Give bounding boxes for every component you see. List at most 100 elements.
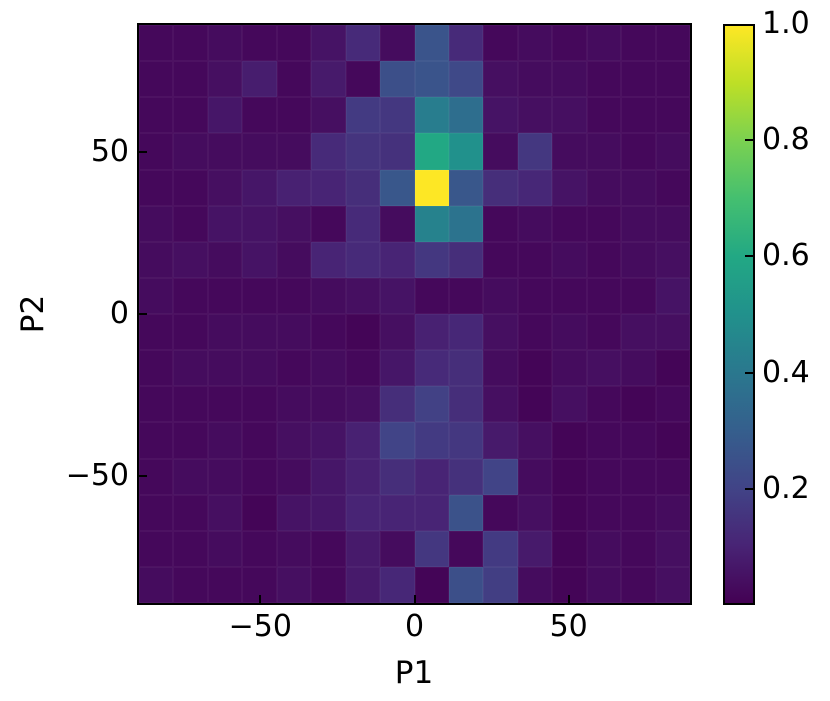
heatmap-cell — [139, 422, 174, 459]
y-axis-tick — [139, 313, 147, 315]
heatmap-cell — [621, 61, 656, 98]
heatmap-cell — [414, 350, 449, 387]
y-axis-tick — [139, 151, 147, 154]
heatmap-cell — [207, 169, 243, 206]
heatmap-cell — [552, 97, 587, 134]
heatmap-cell — [655, 530, 690, 567]
heatmap-cell — [414, 277, 449, 314]
heatmap-cell — [586, 458, 622, 495]
colorbar-tick-label: 1.0 — [762, 6, 810, 41]
heatmap-cell — [483, 314, 518, 351]
heatmap-cell — [448, 494, 484, 531]
heatmap-cell — [345, 97, 381, 134]
heatmap-cell — [552, 350, 587, 387]
heatmap-cell — [345, 25, 381, 62]
heatmap-cell — [414, 386, 449, 423]
heatmap-cell — [414, 458, 449, 495]
heatmap-cell — [586, 205, 622, 242]
heatmap-cell — [207, 386, 243, 423]
heatmap-cell — [655, 25, 690, 62]
heatmap-cell — [276, 25, 312, 62]
heatmap-cell — [552, 386, 587, 423]
heatmap-cell — [414, 494, 449, 531]
heatmap-cell — [517, 169, 553, 206]
x-axis-tick — [259, 595, 262, 603]
heatmap-cell — [655, 458, 690, 495]
heatmap-cell — [380, 241, 415, 278]
heatmap-cell — [173, 277, 208, 314]
heatmap-cell — [414, 241, 449, 278]
heatmap-cell — [380, 61, 415, 98]
heatmap-cell — [207, 97, 243, 134]
colorbar-tick — [745, 371, 753, 374]
heatmap-cell — [139, 530, 174, 567]
heatmap-cell — [242, 97, 277, 134]
heatmap-cell — [448, 61, 484, 98]
heatmap-cell — [448, 422, 484, 459]
heatmap-cell — [207, 133, 243, 170]
heatmap-cell — [380, 530, 415, 567]
heatmap-cell — [173, 25, 208, 62]
heatmap-cell — [414, 566, 449, 603]
x-axis-tick-label: 0 — [404, 609, 425, 644]
heatmap-cell — [586, 530, 622, 567]
heatmap-cell — [655, 241, 690, 278]
heatmap-cell — [655, 205, 690, 242]
heatmap-cell — [173, 530, 208, 567]
heatmap-cell — [276, 97, 312, 134]
heatmap-cell — [414, 169, 449, 206]
heatmap-cell — [655, 133, 690, 170]
heatmap-cell — [173, 350, 208, 387]
heatmap-cell — [586, 277, 622, 314]
heatmap-cell — [655, 494, 690, 531]
heatmap-cell — [276, 169, 312, 206]
heatmap-cell — [207, 25, 243, 62]
heatmap-cell — [621, 133, 656, 170]
heatmap-cell — [586, 386, 622, 423]
heatmap-cell — [517, 61, 553, 98]
heatmap-cell — [173, 314, 208, 351]
heatmap-cell — [311, 350, 346, 387]
heatmap-cell — [276, 314, 312, 351]
heatmap-cell — [173, 205, 208, 242]
heatmap-cell — [345, 458, 381, 495]
heatmap-cell — [207, 277, 243, 314]
x-axis-tick — [567, 595, 570, 603]
heatmap-cell — [483, 61, 518, 98]
heatmap-cell — [483, 386, 518, 423]
heatmap-cell — [345, 61, 381, 98]
heatmap-cell — [207, 566, 243, 603]
heatmap-cell — [242, 494, 277, 531]
heatmap-cell — [311, 530, 346, 567]
heatmap-cell — [380, 386, 415, 423]
heatmap-plot-area — [137, 23, 692, 605]
heatmap-cell — [242, 350, 277, 387]
heatmap-cell — [483, 422, 518, 459]
heatmap-cell — [173, 133, 208, 170]
heatmap-cell — [380, 494, 415, 531]
heatmap-cell — [414, 422, 449, 459]
heatmap-cell — [380, 314, 415, 351]
y-axis-tick — [139, 474, 147, 477]
heatmap-cell — [242, 386, 277, 423]
heatmap-cell — [242, 422, 277, 459]
heatmap-cell — [448, 169, 484, 206]
heatmap-cell — [242, 205, 277, 242]
heatmap-cell — [311, 314, 346, 351]
heatmap-cell — [139, 386, 174, 423]
x-axis-tick-label: 50 — [549, 609, 588, 644]
heatmap-cell — [483, 566, 518, 603]
heatmap-cell — [276, 277, 312, 314]
heatmap-cell — [552, 314, 587, 351]
heatmap-cell — [380, 25, 415, 62]
heatmap-cell — [448, 277, 484, 314]
heatmap-cell — [414, 530, 449, 567]
heatmap-cell — [207, 458, 243, 495]
y-axis-tick-label: 0 — [109, 296, 129, 331]
x-axis-tick — [413, 595, 416, 603]
heatmap-cell — [517, 97, 553, 134]
colorbar-tick — [745, 139, 753, 142]
heatmap-cell — [380, 205, 415, 242]
heatmap-cell — [621, 422, 656, 459]
heatmap-cell — [345, 133, 381, 170]
